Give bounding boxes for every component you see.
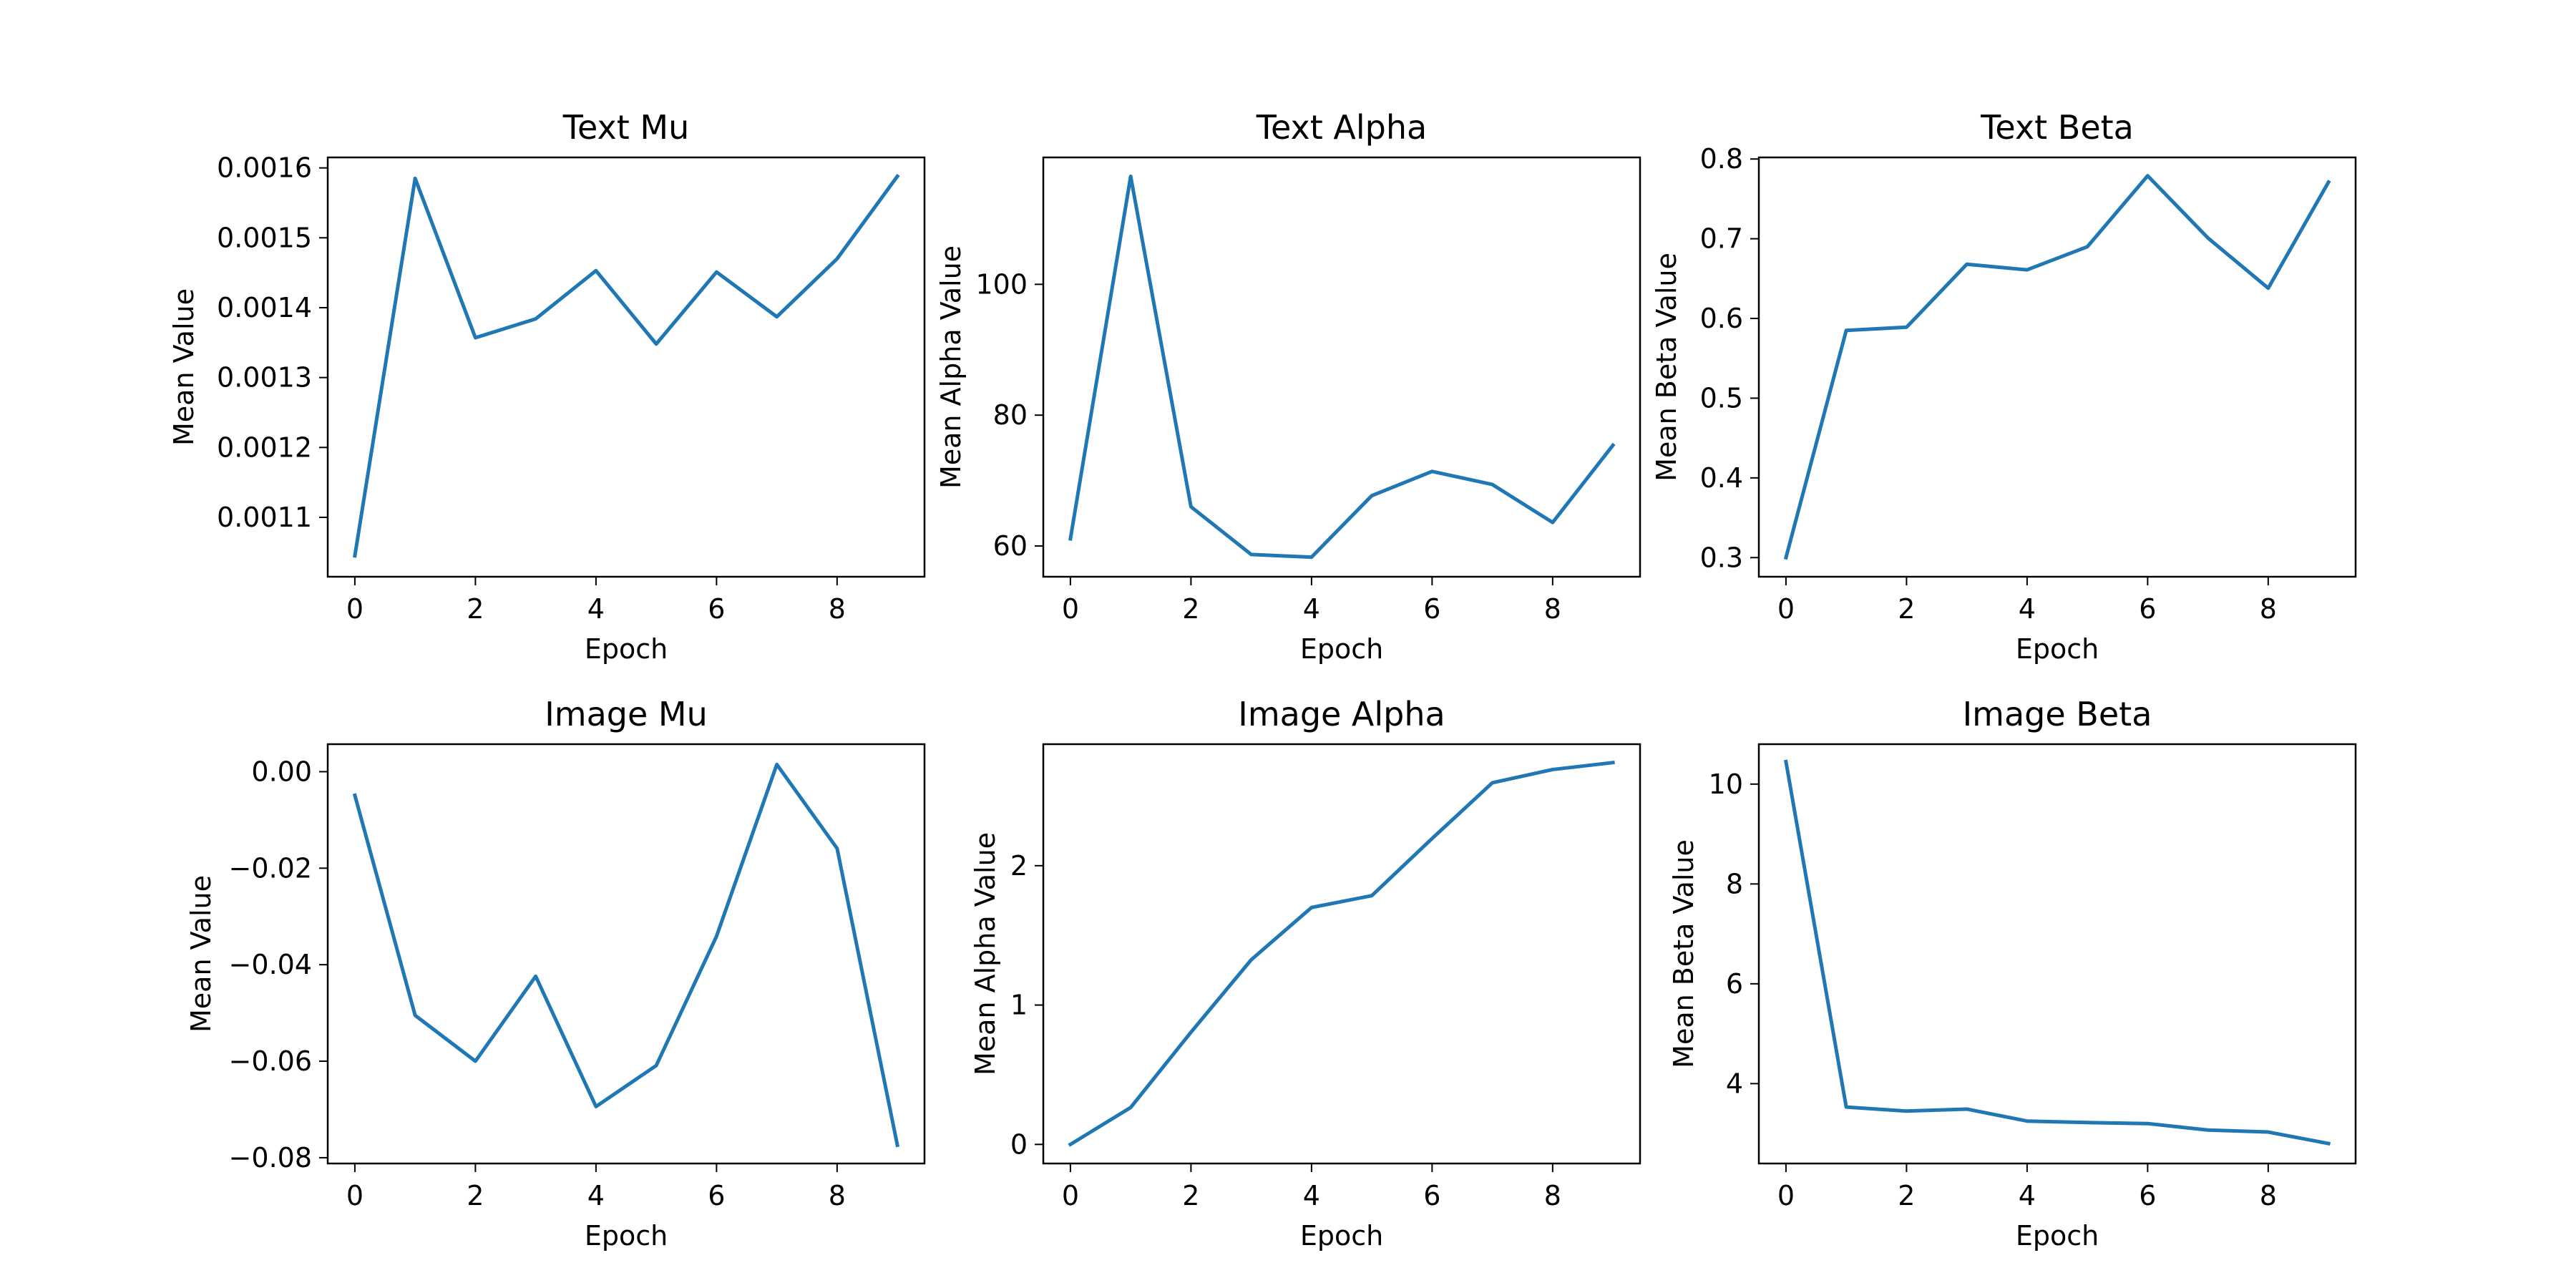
x-axis-label: Epoch — [2016, 633, 2099, 665]
x-tick-label: 0 — [1777, 593, 1795, 625]
y-tick-label: 0.6 — [1700, 303, 1743, 334]
y-tick-label: 80 — [993, 399, 1028, 431]
x-tick-label: 0 — [1062, 1180, 1079, 1211]
axes-frame — [1042, 743, 1641, 1165]
series-line — [1783, 174, 2331, 560]
x-axis-label: Epoch — [1300, 1220, 1383, 1252]
x-tick-label: 0 — [346, 593, 364, 625]
x-tick-label: 0 — [1062, 593, 1079, 625]
x-tick-label: 2 — [467, 593, 484, 625]
x-tick-label: 2 — [1182, 1180, 1199, 1211]
y-tick-label: 60 — [993, 530, 1028, 562]
x-axis-label: Epoch — [1300, 633, 1383, 665]
series-line — [1068, 175, 1616, 560]
y-tick-label: 0.5 — [1700, 382, 1743, 414]
y-tick-label: 1 — [1010, 990, 1028, 1021]
series-line — [352, 762, 900, 1148]
y-tick-label: 0.8 — [1700, 143, 1743, 175]
x-tick-label: 4 — [2019, 1180, 2036, 1211]
axes-frame — [1042, 156, 1641, 578]
subplot-5: Image Alpha 0 2 4 6 8 0 1 2 Epoch Mean Alpha Value — [970, 695, 1641, 1252]
x-tick-label: 6 — [708, 1180, 725, 1211]
subplot-title: Image Beta — [1963, 695, 2152, 733]
series-line — [1784, 759, 2331, 1146]
y-tick-label: 6 — [1726, 968, 1743, 1000]
y-tick-label: 0.0013 — [217, 362, 312, 394]
axes-frame — [1757, 743, 2357, 1165]
y-tick-label: 0.0015 — [217, 222, 312, 253]
x-tick-label: 6 — [708, 593, 725, 625]
y-tick-label: 0.0016 — [217, 152, 312, 184]
x-tick-label: 4 — [1303, 1180, 1320, 1211]
y-tick-label: 10 — [1709, 769, 1743, 800]
x-tick-label: 4 — [587, 593, 605, 625]
y-axis-label: Mean Beta Value — [1668, 839, 1699, 1068]
y-axis-label: Mean Alpha Value — [935, 245, 967, 489]
x-tick-label: 0 — [1777, 1180, 1795, 1211]
x-tick-label: 6 — [1423, 593, 1440, 625]
y-axis-label: Mean Beta Value — [1651, 253, 1682, 482]
y-tick-label: −0.02 — [229, 852, 312, 884]
x-axis-label: Epoch — [2016, 1220, 2099, 1252]
x-tick-label: 6 — [1423, 1180, 1440, 1211]
y-tick-label: 0.0014 — [217, 292, 312, 323]
x-tick-label: 2 — [1898, 593, 1915, 625]
y-tick-label: 0.7 — [1700, 223, 1743, 255]
subplot-2: Text Alpha 0 2 4 6 8 60 80 100 Epoch Mean Alpha Va… — [935, 108, 1641, 665]
y-tick-label: 2 — [1010, 850, 1028, 882]
subplot-4: Image Mu 0 2 4 6 8 −0.08 −0.06 −0.04 −0.02 0.00 Epo… — [185, 695, 926, 1252]
x-tick-label: 8 — [1544, 593, 1561, 625]
y-tick-label: 0.4 — [1700, 462, 1743, 494]
y-tick-label: 0.0012 — [217, 431, 312, 463]
subplot-1: Text Mu 0 2 4 6 8 0.0011 0.0012 0.0013 0.0014 0.00… — [168, 108, 926, 665]
x-tick-label: 8 — [2260, 1180, 2277, 1211]
y-axis-label: Mean Alpha Value — [970, 832, 1001, 1075]
y-tick-label: 0 — [1010, 1128, 1028, 1160]
y-tick-label: 4 — [1726, 1068, 1743, 1099]
y-tick-label: −0.08 — [229, 1142, 312, 1174]
x-tick-label: 6 — [2139, 1180, 2156, 1211]
x-tick-label: 2 — [467, 1180, 484, 1211]
subplot-title: Image Mu — [545, 695, 708, 733]
y-axis-label: Mean Value — [168, 288, 200, 446]
x-axis-label: Epoch — [585, 1220, 668, 1252]
y-tick-label: 0.00 — [251, 756, 312, 787]
y-tick-label: 100 — [975, 268, 1028, 300]
x-tick-label: 4 — [587, 1180, 605, 1211]
x-tick-label: 2 — [1182, 593, 1199, 625]
x-tick-label: 8 — [829, 593, 846, 625]
subplot-6: Image Beta 0 2 4 6 8 4 6 8 10 Epoch Mean Beta Value — [1668, 695, 2357, 1252]
subplot-title: Text Mu — [562, 108, 690, 147]
axes-frame — [326, 743, 926, 1165]
subplot-title: Text Alpha — [1256, 108, 1427, 147]
subplot-title: Text Beta — [1980, 108, 2134, 147]
axes-frame — [1757, 156, 2357, 578]
y-tick-label: 8 — [1726, 868, 1743, 899]
y-tick-label: −0.04 — [229, 949, 312, 980]
x-tick-label: 8 — [1544, 1180, 1561, 1211]
x-tick-label: 8 — [829, 1180, 846, 1211]
x-tick-label: 6 — [2139, 593, 2156, 625]
x-tick-label: 2 — [1898, 1180, 1915, 1211]
x-tick-label: 4 — [1303, 593, 1320, 625]
y-tick-label: 0.0011 — [217, 502, 312, 533]
axes-frame — [326, 156, 926, 578]
y-tick-label: −0.06 — [229, 1045, 312, 1077]
series-line — [1068, 760, 1615, 1147]
series-line — [353, 173, 900, 558]
x-tick-label: 8 — [2260, 593, 2277, 625]
y-axis-label: Mean Value — [185, 875, 217, 1033]
subplot-3: Text Beta 0 2 4 6 8 0.3 0.4 0.5 0.6 0.7 0.8 Epoch Mea… — [1651, 108, 2357, 665]
x-axis-label: Epoch — [585, 633, 668, 665]
subplot-title: Image Alpha — [1238, 695, 1445, 733]
x-tick-label: 0 — [346, 1180, 364, 1211]
x-tick-label: 4 — [2019, 593, 2036, 625]
y-tick-label: 0.3 — [1700, 542, 1743, 573]
